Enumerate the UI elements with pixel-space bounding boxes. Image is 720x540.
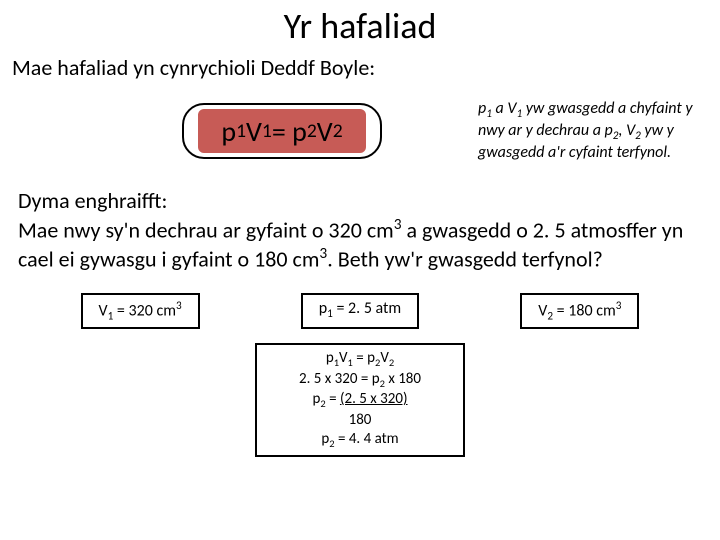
value-v1: V1 = 320 cm3: [81, 293, 200, 330]
slide-title: Yr hafaliad: [0, 0, 720, 48]
intro-text: Mae hafaliad yn cynrychioli Deddf Boyle:: [0, 48, 720, 81]
formula-row: p1V1 = p2V2 p1 a V1 yw gwasgedd a chyfai…: [0, 81, 720, 163]
calculation-box: p1V1 = p2V22. 5 x 320 = p2 x 180p2 = (2.…: [255, 343, 465, 457]
value-v2: V2 = 180 cm3: [520, 293, 639, 330]
value-p1: p1 = 2. 5 atm: [301, 293, 419, 330]
formula-box: p1V1 = p2V2: [182, 103, 382, 159]
formula-explanation: p1 a V1 yw gwasgedd a chyfaint y nwy ar …: [478, 99, 708, 163]
example-text: Dyma enghraifft:Mae nwy sy'n dechrau ar …: [0, 163, 720, 272]
formula-text: p1V1 = p2V2: [182, 103, 382, 159]
values-row: V1 = 320 cm3 p1 = 2. 5 atm V2 = 180 cm3: [0, 273, 720, 330]
